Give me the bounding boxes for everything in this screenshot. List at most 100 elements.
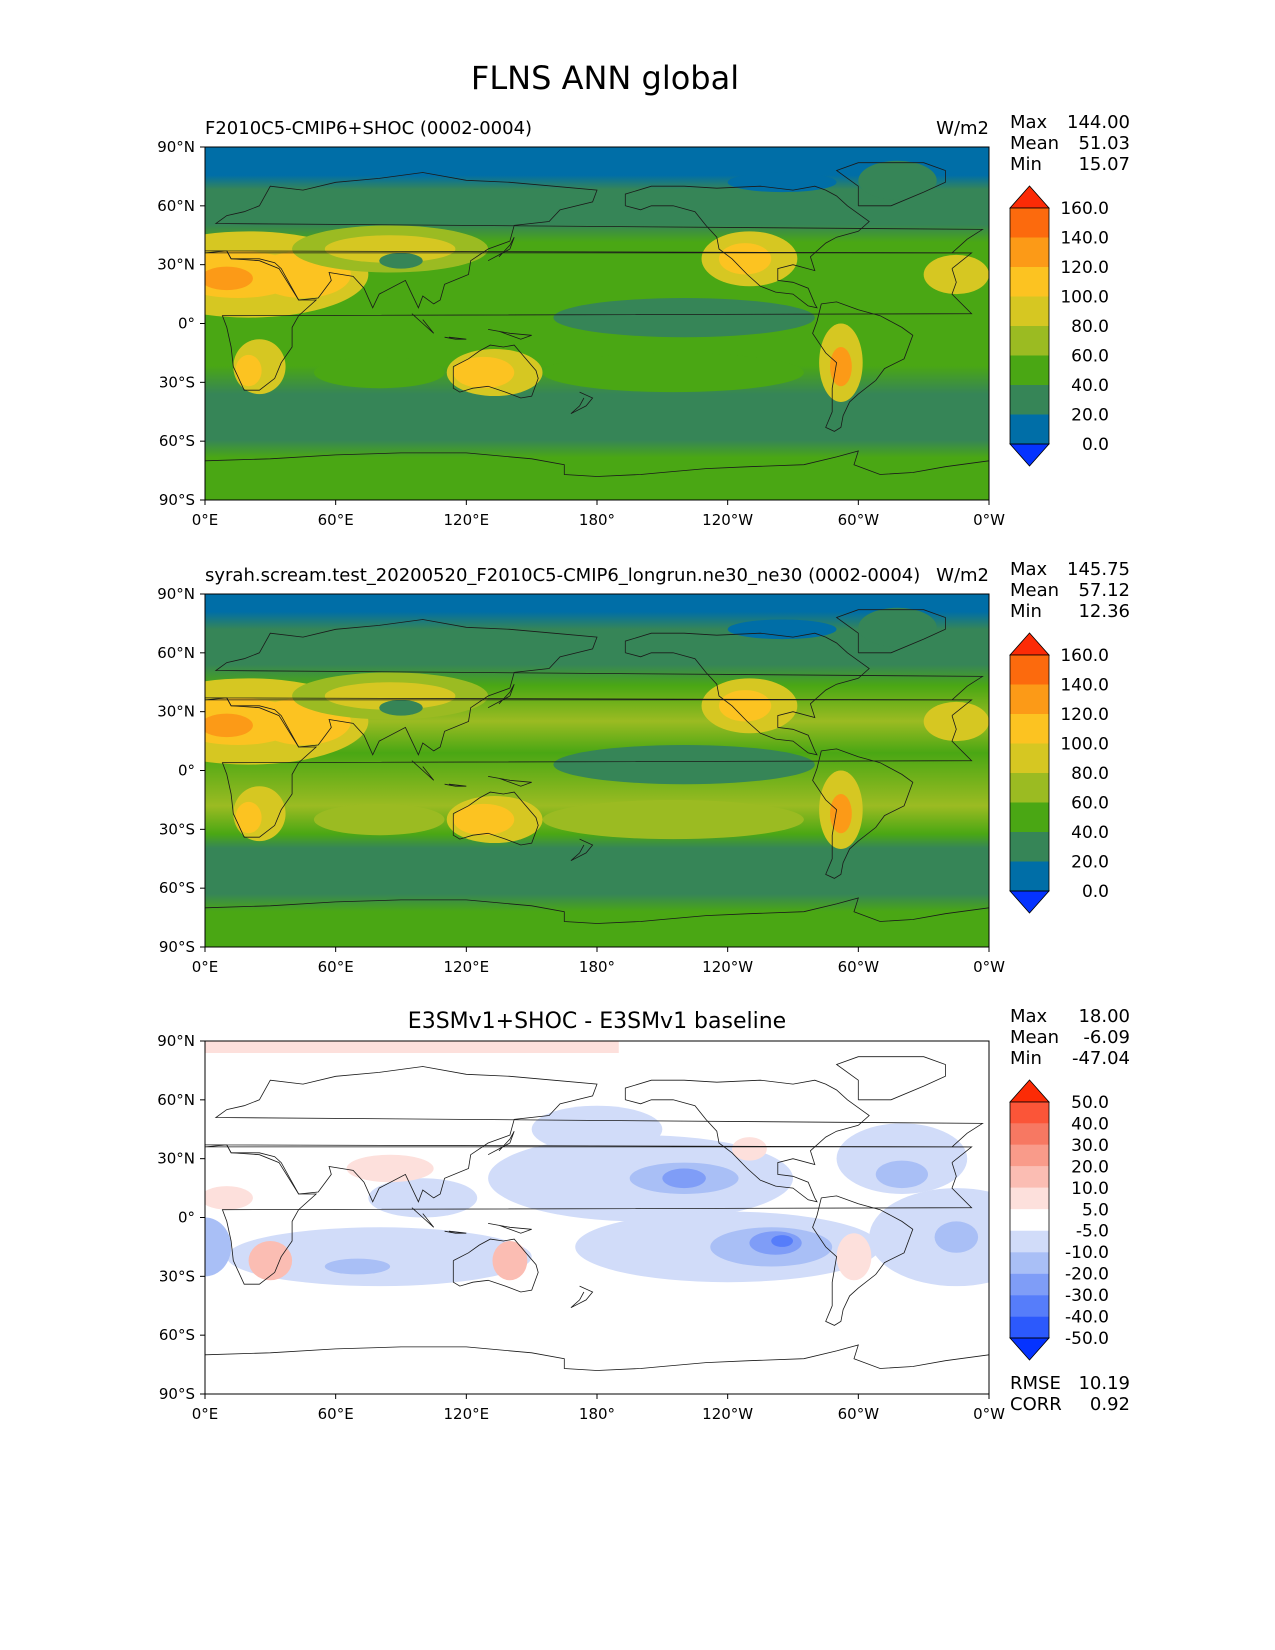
colorbar-label: -40.0: [1065, 1308, 1109, 1328]
field-region: [875, 1160, 929, 1189]
colorbar-label: 140.0: [1060, 229, 1109, 249]
coastline: [487, 237, 515, 262]
colorbar-bin: [1010, 385, 1049, 415]
field-region: [235, 801, 262, 834]
colorbar-bin: [1010, 1316, 1049, 1338]
field-region: [379, 252, 423, 269]
colorbar: 0.0 20.0 40.0 60.0 80.0 100.0 120.0 140.0 160.0: [1009, 632, 1109, 914]
x-tick-label: 60°W: [838, 511, 880, 529]
field-region: [662, 1168, 706, 1189]
coastlines: [205, 162, 989, 477]
metric-label: CORR: [1010, 1394, 1062, 1415]
coastline: [488, 329, 532, 340]
colorbar-extend-bottom: [1009, 890, 1050, 914]
coastlines: [205, 1056, 989, 1371]
stat-value: -47.04: [1072, 1048, 1130, 1069]
colorbar-bin: [1010, 355, 1049, 385]
colorbar-bin: [1010, 1252, 1049, 1274]
field-region: [205, 713, 253, 738]
coastline: [488, 1223, 532, 1234]
coastline: [411, 313, 435, 334]
colorbar-label: 60.0: [1071, 347, 1109, 367]
y-tick-label: 30°S: [159, 373, 195, 391]
colorbar-frame: [1009, 207, 1050, 445]
field-region: [718, 690, 772, 722]
stat-label: Min: [1010, 1048, 1042, 1069]
field-region: [830, 347, 852, 387]
field-region: [324, 682, 456, 710]
x-tick-label: 0°W: [973, 511, 1005, 529]
colorbar-label: 10.0: [1071, 1179, 1109, 1199]
panel-title: E3SMv1+SHOC - E3SMv1 baseline: [408, 1009, 786, 1034]
coastline: [205, 450, 989, 477]
y-tick-label: 30°S: [159, 820, 195, 838]
stat-value: 12.36: [1078, 601, 1130, 622]
coastline: [205, 1144, 973, 1285]
field-region: [368, 1178, 478, 1218]
panel-units: W/m2: [936, 565, 989, 586]
colorbar-bin: [1010, 743, 1049, 773]
field-region: [324, 235, 456, 263]
y-tick-label: 0°: [178, 1209, 195, 1227]
field-region: [934, 1221, 979, 1253]
coastline: [444, 1230, 467, 1234]
field-region: [235, 354, 262, 387]
colorbar-bin: [1010, 1187, 1049, 1210]
field-region: [718, 243, 772, 275]
stat-label: Min: [1010, 601, 1042, 622]
stat-label: Max: [1010, 112, 1048, 133]
x-tick-label: 120°E: [444, 958, 490, 976]
coastline: [452, 1238, 539, 1293]
y-tick-label: 90°N: [157, 585, 195, 603]
coastline: [835, 609, 946, 654]
colorbar-frame: [1009, 654, 1050, 892]
colorbar-bin: [1010, 802, 1049, 832]
stat-label: Mean: [1010, 580, 1059, 601]
coastline: [205, 1066, 984, 1203]
metric-label: RMSE: [1010, 1373, 1061, 1394]
colorbar-bin: [1010, 714, 1049, 744]
colorbar-extend-bottom: [1009, 443, 1050, 467]
stat-label: Max: [1010, 559, 1048, 580]
stat-value: 51.03: [1078, 133, 1130, 154]
coastline: [570, 391, 594, 415]
field-region: [531, 1105, 663, 1153]
y-tick-label: 30°N: [157, 1150, 195, 1168]
colorbar: 0.0 20.0 40.0 60.0 80.0 100.0 120.0 140.0 160.0: [1009, 185, 1109, 467]
metric-value: 10.19: [1078, 1373, 1130, 1394]
figure-title: FLNS ANN global: [471, 59, 739, 97]
x-tick-label: 120°W: [702, 511, 753, 529]
colorbar-label: 100.0: [1060, 288, 1109, 308]
colorbar-bin: [1010, 1144, 1049, 1167]
colorbar-extend-top: [1009, 185, 1050, 209]
x-tick-label: 120°W: [702, 1405, 753, 1423]
coastline: [624, 185, 870, 309]
coastline: [452, 344, 539, 399]
coastline: [444, 336, 467, 340]
coastline: [205, 619, 984, 756]
field-region: [313, 803, 445, 836]
colorbar-bin: [1010, 1166, 1049, 1188]
panel-difference: 0°E 60°E 120°E 180° 120°W 60°W 0°W 90°N 60°N 30°N…: [157, 1006, 1130, 1423]
coastline: [624, 632, 870, 756]
colorbar-label: 120.0: [1060, 258, 1109, 278]
coastline: [835, 162, 946, 207]
y-tick-label: 0°: [178, 315, 195, 333]
field-region: [324, 1258, 391, 1275]
stat-value: 15.07: [1078, 154, 1130, 175]
x-tick-label: 60°W: [838, 1405, 880, 1423]
colorbar-bin: [1010, 267, 1049, 297]
field-region: [542, 352, 804, 393]
colorbar-label: -10.0: [1065, 1243, 1109, 1263]
field-region: [226, 1227, 532, 1287]
field-region: [453, 356, 515, 389]
field-region: [771, 1235, 793, 1247]
stat-value: 57.12: [1078, 580, 1130, 601]
colorbar: -50.0-40.0-30.0-20.0-10.0-5.05.010.020.0…: [1009, 1079, 1109, 1361]
stat-label: Mean: [1010, 133, 1059, 154]
colorbar-bin: [1010, 208, 1049, 238]
colorbar-label: 50.0: [1071, 1093, 1109, 1113]
field-region: [553, 745, 815, 785]
coastlines: [205, 609, 989, 924]
